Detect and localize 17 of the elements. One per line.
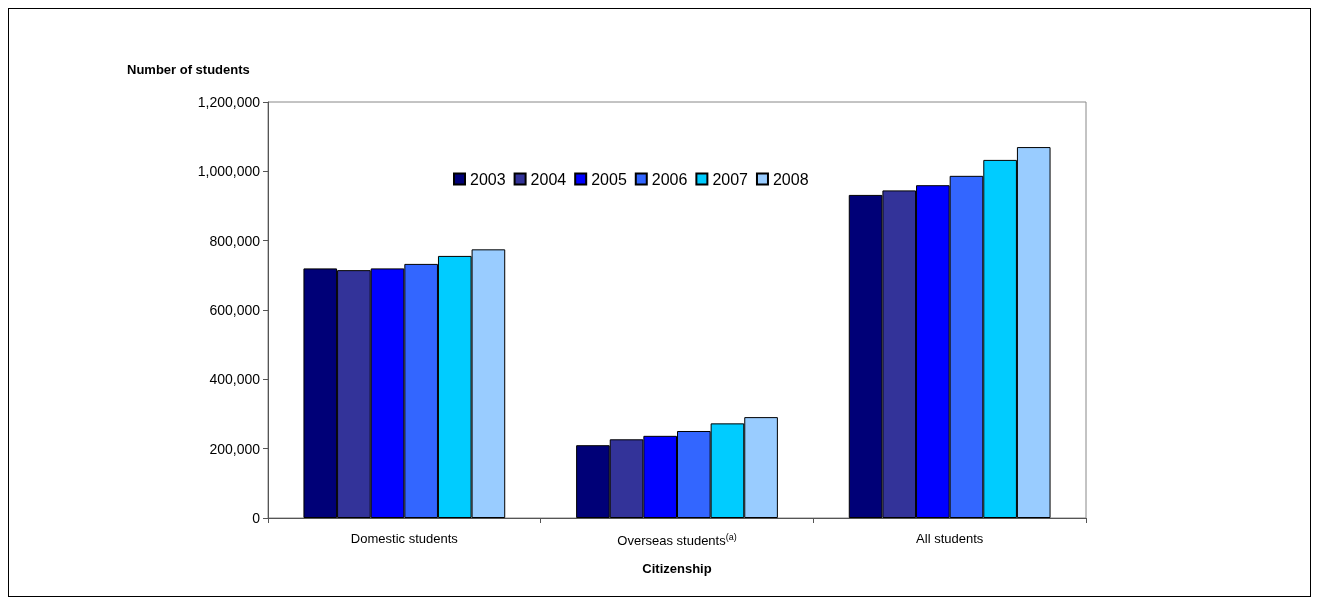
y-tick-label: 1,200,000: [197, 94, 261, 110]
x-tick-label: All students: [916, 531, 984, 546]
y-tick-label: 800,000: [209, 232, 261, 249]
x-axis-title: Citizenship: [642, 561, 712, 576]
legend-label: 2007: [712, 170, 749, 188]
y-tick-label: 400,000: [209, 371, 261, 388]
y-tick-label: 1,000,000: [197, 163, 261, 180]
legend-label: 2004: [530, 170, 567, 188]
y-tick-label: 600,000: [209, 302, 261, 318]
legend-label: 2003: [470, 170, 506, 188]
y-axis-title: Number of students: [127, 62, 250, 77]
legend-label: 2006: [651, 170, 688, 188]
legend-label: 2005: [591, 170, 627, 188]
x-tick-label: Domestic students: [350, 531, 459, 546]
legend-label: 2008: [772, 170, 809, 188]
y-tick-label: 200,000: [209, 440, 261, 457]
y-tick-label: 0: [252, 510, 261, 526]
